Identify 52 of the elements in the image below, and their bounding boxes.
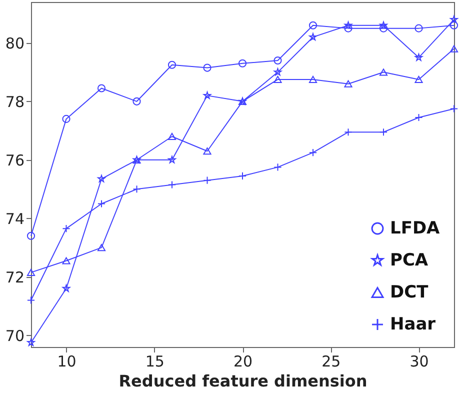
point bbox=[168, 60, 176, 69]
point bbox=[450, 16, 458, 23]
x-axis-title: Reduced feature dimension bbox=[118, 372, 368, 390]
point bbox=[308, 76, 318, 84]
point bbox=[97, 84, 106, 92]
point bbox=[379, 24, 388, 32]
legend-label: PCA bbox=[390, 250, 429, 270]
point bbox=[62, 257, 70, 264]
y-tick-label: 74 bbox=[5, 210, 24, 228]
point bbox=[308, 21, 318, 30]
point bbox=[450, 21, 458, 30]
x-tick-label: 20 bbox=[233, 352, 253, 370]
x-tick-label: 10 bbox=[57, 352, 76, 370]
point bbox=[344, 80, 352, 88]
point bbox=[26, 232, 36, 240]
point bbox=[450, 45, 458, 52]
y-tick-label: 80 bbox=[5, 34, 24, 52]
point bbox=[344, 21, 352, 29]
point bbox=[344, 24, 352, 32]
point bbox=[274, 76, 282, 84]
point bbox=[98, 174, 106, 182]
legend-label: DCT bbox=[390, 282, 429, 302]
point bbox=[62, 284, 70, 292]
point bbox=[380, 21, 388, 29]
point bbox=[309, 33, 317, 40]
point bbox=[238, 59, 247, 68]
point bbox=[274, 68, 282, 76]
point bbox=[203, 148, 212, 155]
point bbox=[414, 54, 423, 61]
legend-label: Haar bbox=[390, 314, 436, 334]
point bbox=[27, 338, 35, 346]
y-tick-label: 76 bbox=[5, 151, 24, 170]
point bbox=[414, 76, 423, 84]
point bbox=[274, 56, 282, 65]
y-tick-label: 72 bbox=[5, 268, 24, 286]
x-tick-label: 30 bbox=[410, 352, 429, 370]
legend-label: LFDA bbox=[390, 218, 441, 238]
point bbox=[379, 68, 388, 76]
x-tick-label: 15 bbox=[145, 352, 164, 370]
point bbox=[62, 224, 70, 233]
x-tick-label: 25 bbox=[322, 352, 341, 370]
point bbox=[97, 244, 106, 252]
point bbox=[26, 268, 36, 276]
point bbox=[203, 92, 212, 99]
point bbox=[132, 97, 141, 106]
point bbox=[414, 24, 423, 32]
y-tick-label: 70 bbox=[5, 326, 24, 345]
point bbox=[168, 156, 176, 164]
y-tick-label: 78 bbox=[5, 92, 24, 111]
point bbox=[168, 132, 176, 140]
point bbox=[62, 114, 70, 123]
point bbox=[203, 64, 212, 72]
